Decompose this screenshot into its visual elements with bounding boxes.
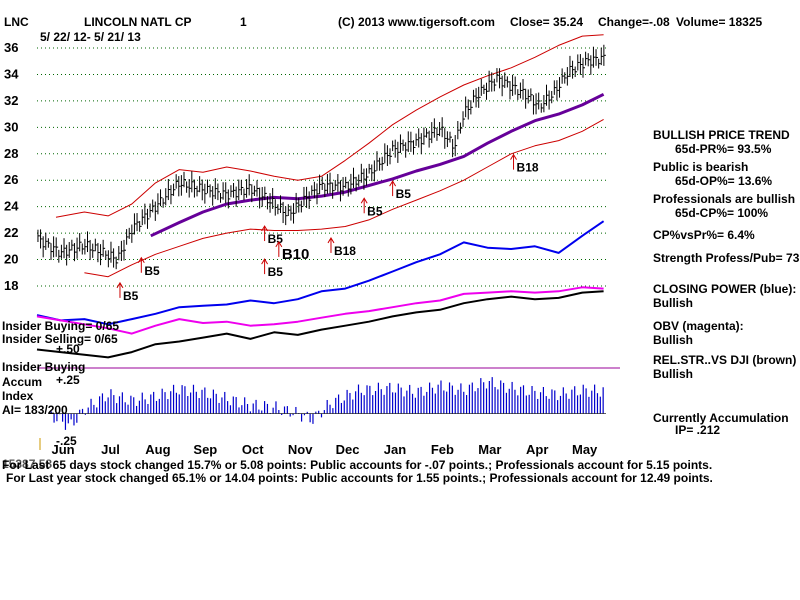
- footer-65-day: For Last 65 days stock changed 15.7% or …: [2, 458, 713, 472]
- signal-label-b18: B18: [334, 244, 356, 258]
- closing-power-line: [36, 220, 605, 326]
- y-tick-label: 26: [4, 172, 18, 187]
- signal-label-b10: B10: [282, 246, 310, 263]
- date-range: 5/ 22/ 12- 5/ 21/ 13: [40, 30, 141, 44]
- cp-value: 65d-CP%= 100%: [675, 206, 769, 220]
- copyright: (C) 2013 www.tigersoft.com: [338, 15, 495, 29]
- x-tick-label: May: [572, 442, 598, 457]
- lower-band-line: [84, 118, 604, 278]
- x-tick-label: Jul: [101, 442, 120, 457]
- signal-arrow-head: [327, 236, 335, 244]
- x-tick-label: Nov: [288, 442, 313, 457]
- moving-average-line: [150, 92, 605, 238]
- y-tick-label: 22: [4, 225, 18, 240]
- y-tick-label: 28: [4, 146, 18, 161]
- volume-value: Volume= 18325: [676, 15, 763, 29]
- insider-selling-label: Insider Selling= 0/65: [2, 332, 118, 346]
- closing-power-value: Bullish: [653, 296, 694, 310]
- x-tick-label: Jun: [52, 442, 75, 457]
- y-tick-label: 24: [4, 199, 19, 214]
- footer-year: For Last year stock changed 65.1% or 14.…: [6, 471, 713, 485]
- company-name: LINCOLN NATL CP: [84, 15, 192, 29]
- closing-power-label: CLOSING POWER (blue):: [653, 282, 797, 296]
- signal-arrow-head: [275, 240, 283, 248]
- accum-plus25-label: +.25: [56, 373, 80, 387]
- insider-buying-label: Insider Buying= 0/65: [2, 319, 120, 333]
- x-tick-label: Apr: [526, 442, 548, 457]
- signal-arrow-head: [261, 258, 269, 265]
- signal-label-b5: B5: [268, 232, 284, 246]
- x-tick-label: Mar: [478, 442, 501, 457]
- accumulation-label: Currently Accumulation: [653, 411, 789, 425]
- obv-line: [36, 286, 604, 335]
- y-tick-label: 18: [4, 278, 18, 293]
- professionals-label: Professionals are bullish: [653, 192, 796, 206]
- x-tick-label: Feb: [431, 442, 454, 457]
- signal-label-b5: B5: [396, 187, 412, 201]
- close-value: Close= 35.24: [510, 15, 584, 29]
- index-label: Index: [2, 389, 34, 403]
- accum-minus25-label: -.25: [56, 434, 77, 448]
- accum-label: Accum: [2, 375, 43, 389]
- accum-plus50-label: +.50: [56, 342, 80, 356]
- change-value: Change=-.08: [598, 15, 670, 29]
- cp-vs-pr: CP%vsPr%= 6.4%: [653, 228, 755, 242]
- ip-value: IP= .212: [675, 423, 721, 437]
- ai-value: AI= 183/200: [2, 403, 68, 417]
- signal-label-b5: B5: [367, 204, 383, 218]
- y-tick-label: 20: [4, 252, 18, 267]
- signal-label-b18: B18: [517, 161, 539, 175]
- op-value: 65d-OP%= 13.6%: [675, 174, 773, 188]
- pr-value: 65d-PR%= 93.5%: [675, 142, 772, 156]
- y-tick-label: 36: [4, 40, 18, 55]
- strength-value: Strength Profess/Pub= 73: [653, 251, 800, 265]
- signal-label-b5: B5: [123, 289, 139, 303]
- relstr-value: Bullish: [653, 367, 694, 381]
- obv-value: Bullish: [653, 333, 694, 347]
- y-tick-label: 34: [4, 66, 19, 81]
- x-tick-label: Dec: [336, 442, 360, 457]
- ticker: LNC: [4, 15, 29, 29]
- insider-buying-line-label: Insider Buying: [2, 360, 86, 374]
- y-tick-label: 30: [4, 119, 18, 134]
- public-label: Public is bearish: [653, 160, 749, 174]
- upper-band-line: [55, 34, 604, 218]
- signal-arrow-head: [510, 153, 517, 160]
- x-tick-label: Aug: [145, 442, 170, 457]
- signal-arrow-head: [261, 225, 269, 232]
- signal-label-b5: B5: [144, 264, 160, 278]
- signal-arrow-head: [389, 180, 397, 187]
- x-tick-label: Sep: [193, 442, 217, 457]
- signal-arrow-head: [116, 281, 124, 289]
- relstr-label: REL.STR..VS DJI (brown): [653, 353, 797, 367]
- x-tick-label: Jan: [384, 442, 406, 457]
- signal-label-b5: B5: [268, 265, 284, 279]
- x-tick-label: Oct: [242, 442, 264, 457]
- overlap-number: 15387.58: [2, 457, 53, 471]
- y-tick-label: 32: [4, 93, 18, 108]
- signal-arrow-head: [360, 197, 368, 204]
- signal-arrow-head: [137, 256, 145, 264]
- obv-label: OBV (magenta):: [653, 319, 744, 333]
- chart-number: 1: [240, 15, 247, 29]
- rel-strength-line: [36, 290, 604, 359]
- trend-title: BULLISH PRICE TREND: [653, 128, 790, 142]
